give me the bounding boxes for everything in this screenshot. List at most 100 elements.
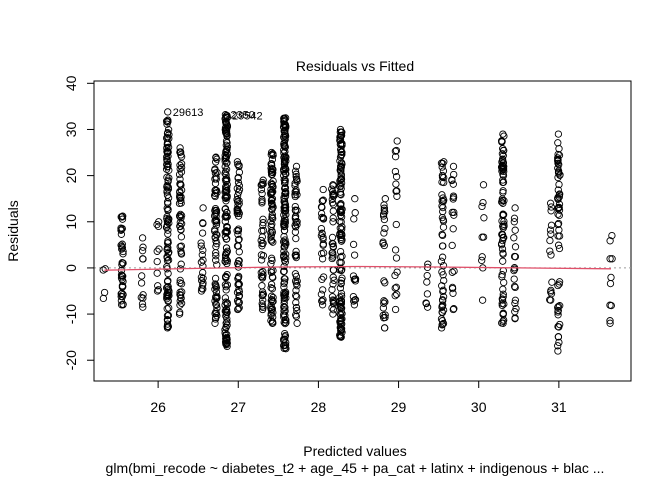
residual-point	[269, 168, 277, 177]
residual-point	[449, 289, 457, 297]
residual-point	[498, 155, 507, 163]
residual-point	[350, 297, 358, 305]
residual-point	[163, 160, 171, 169]
residual-point	[606, 237, 614, 245]
residual-point	[554, 173, 562, 182]
residual-point	[118, 245, 126, 253]
residual-point	[439, 287, 447, 296]
residual-point	[154, 282, 162, 290]
residual-point	[279, 238, 288, 246]
residual-point	[330, 276, 338, 284]
residual-point	[176, 165, 184, 173]
residual-point	[336, 157, 344, 165]
residual-point	[555, 226, 563, 234]
residual-point	[438, 213, 447, 222]
residual-point	[211, 206, 219, 215]
outlier-label: 29542	[232, 111, 263, 123]
residual-point	[440, 276, 448, 285]
residual-point	[212, 256, 220, 264]
residual-point	[499, 257, 507, 265]
residual-point	[554, 302, 563, 311]
residual-point	[546, 296, 554, 304]
residual-point	[548, 278, 556, 286]
residual-point	[211, 280, 219, 288]
residual-point	[439, 271, 447, 279]
residual-point	[280, 156, 289, 165]
residual-point	[511, 299, 519, 307]
residual-point	[391, 167, 400, 176]
residual-point	[153, 269, 161, 277]
residual-point	[282, 254, 290, 262]
residual-point	[163, 181, 171, 190]
residual-point	[337, 298, 346, 306]
residual-point	[258, 274, 267, 282]
residual-point	[257, 256, 266, 264]
residual-point	[380, 229, 388, 237]
residual-point	[222, 244, 231, 252]
residual-point	[222, 171, 230, 179]
residual-point	[258, 242, 266, 250]
residual-point	[267, 237, 276, 245]
residual-point	[291, 252, 300, 260]
residual-point	[177, 160, 186, 168]
residual-point	[258, 302, 267, 310]
residual-point	[221, 257, 229, 266]
y-tick-label: 20	[63, 168, 79, 184]
residual-point	[511, 243, 520, 251]
residual-point	[439, 167, 448, 175]
residual-point	[554, 186, 562, 194]
residual-point	[379, 238, 387, 246]
y-tick-label: -20	[63, 350, 79, 370]
residual-point	[319, 185, 327, 194]
residual-point	[267, 280, 276, 289]
residual-point	[222, 194, 230, 202]
residual-point	[280, 139, 288, 147]
residual-point	[449, 225, 457, 233]
residual-point	[153, 257, 161, 266]
residual-point	[138, 234, 147, 242]
residual-point	[337, 207, 345, 216]
residual-point	[499, 290, 507, 298]
residual-point	[117, 271, 126, 279]
residual-point	[212, 309, 220, 318]
residual-point	[176, 301, 184, 309]
residual-point	[291, 277, 300, 285]
residual-point	[329, 273, 337, 281]
residual-point	[234, 305, 242, 313]
residual-point	[338, 128, 346, 136]
residual-point	[439, 293, 448, 301]
residual-point	[328, 195, 336, 204]
residual-point	[177, 163, 186, 172]
x-axis-label: Predicted values	[303, 443, 407, 459]
residual-point	[607, 273, 615, 282]
residual-point	[164, 269, 172, 278]
residual-point	[318, 213, 326, 222]
residual-point	[391, 246, 400, 254]
residual-point	[267, 296, 275, 305]
residual-point	[154, 286, 163, 294]
residual-point	[439, 242, 447, 250]
residual-point	[547, 230, 555, 238]
residual-point	[222, 319, 230, 327]
residual-point	[119, 259, 127, 267]
residual-point	[478, 296, 487, 304]
residual-point	[280, 171, 288, 180]
residual-point	[235, 304, 243, 312]
residual-point	[222, 137, 231, 145]
residual-point	[329, 306, 338, 314]
residual-point	[211, 186, 219, 195]
residual-point	[319, 215, 328, 223]
residual-point	[223, 192, 231, 201]
residual-point	[267, 229, 275, 237]
residual-point	[393, 290, 401, 298]
residual-point	[223, 314, 231, 323]
residual-point	[556, 171, 564, 179]
residual-point	[163, 218, 172, 226]
residual-point	[318, 297, 326, 305]
residual-point	[336, 180, 344, 188]
residual-point	[318, 275, 326, 284]
residual-point	[223, 123, 232, 131]
residual-point	[267, 301, 275, 309]
residual-point	[292, 311, 300, 319]
residual-point	[555, 338, 563, 347]
